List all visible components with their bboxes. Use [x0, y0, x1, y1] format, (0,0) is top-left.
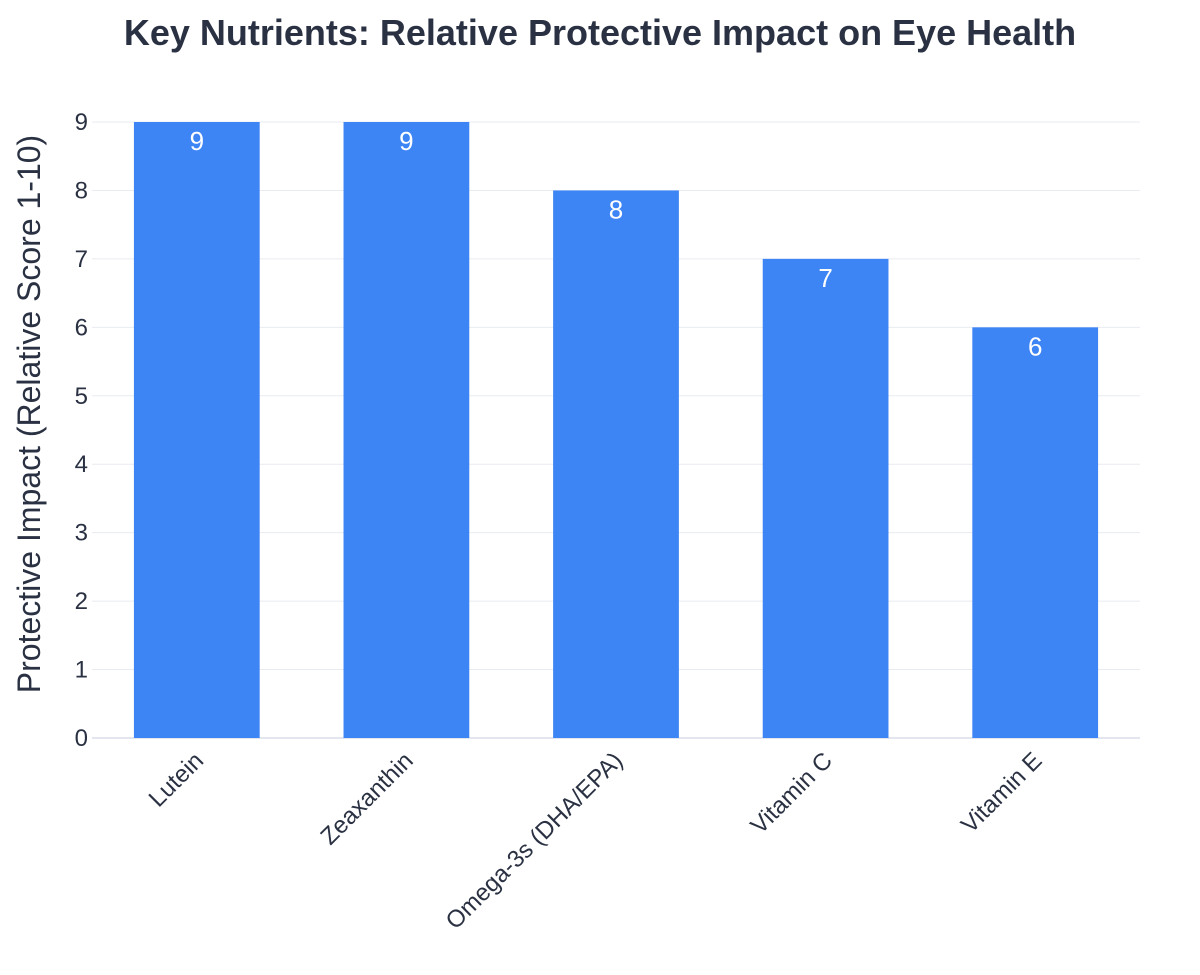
bar	[343, 122, 470, 738]
bar	[133, 122, 260, 738]
x-category-label: Zeaxanthin	[316, 747, 419, 850]
bars: 9 9 8 7 6	[133, 122, 1099, 738]
bar	[553, 190, 679, 738]
y-tick-label: 7	[75, 246, 88, 273]
data-label: 8	[609, 194, 623, 224]
y-tick-label: 8	[75, 177, 88, 204]
y-tick-label: 1	[75, 657, 88, 684]
chart-title: Key Nutrients: Relative Protective Impac…	[124, 12, 1076, 53]
y-tick-label: 5	[75, 383, 88, 410]
y-tick-label: 6	[75, 314, 88, 341]
y-tick-label: 9	[75, 109, 88, 136]
data-label: 6	[1028, 331, 1042, 361]
y-tick-label: 3	[75, 520, 88, 547]
x-category-label: Omega-3s (DHA/EPA)	[441, 747, 629, 935]
y-axis-ticks: 0 1 2 3 4 5 6 7 8 9	[75, 109, 88, 752]
y-axis-label: Protective Impact (Relative Score 1-10)	[11, 135, 47, 693]
bar	[762, 258, 889, 738]
y-tick-label: 4	[75, 451, 88, 478]
data-label: 9	[399, 126, 413, 156]
data-label: 7	[818, 263, 832, 293]
bar	[972, 327, 1099, 738]
x-axis-categories: Lutein Zeaxanthin Omega-3s (DHA/EPA) Vitami…	[144, 747, 1048, 935]
y-tick-label: 0	[75, 725, 88, 752]
x-category-label: Lutein	[144, 747, 209, 812]
x-category-label: Vitamin C	[745, 747, 837, 839]
x-category-label: Vitamin E	[956, 747, 1047, 838]
y-tick-label: 2	[75, 588, 88, 615]
data-label: 9	[190, 126, 204, 156]
